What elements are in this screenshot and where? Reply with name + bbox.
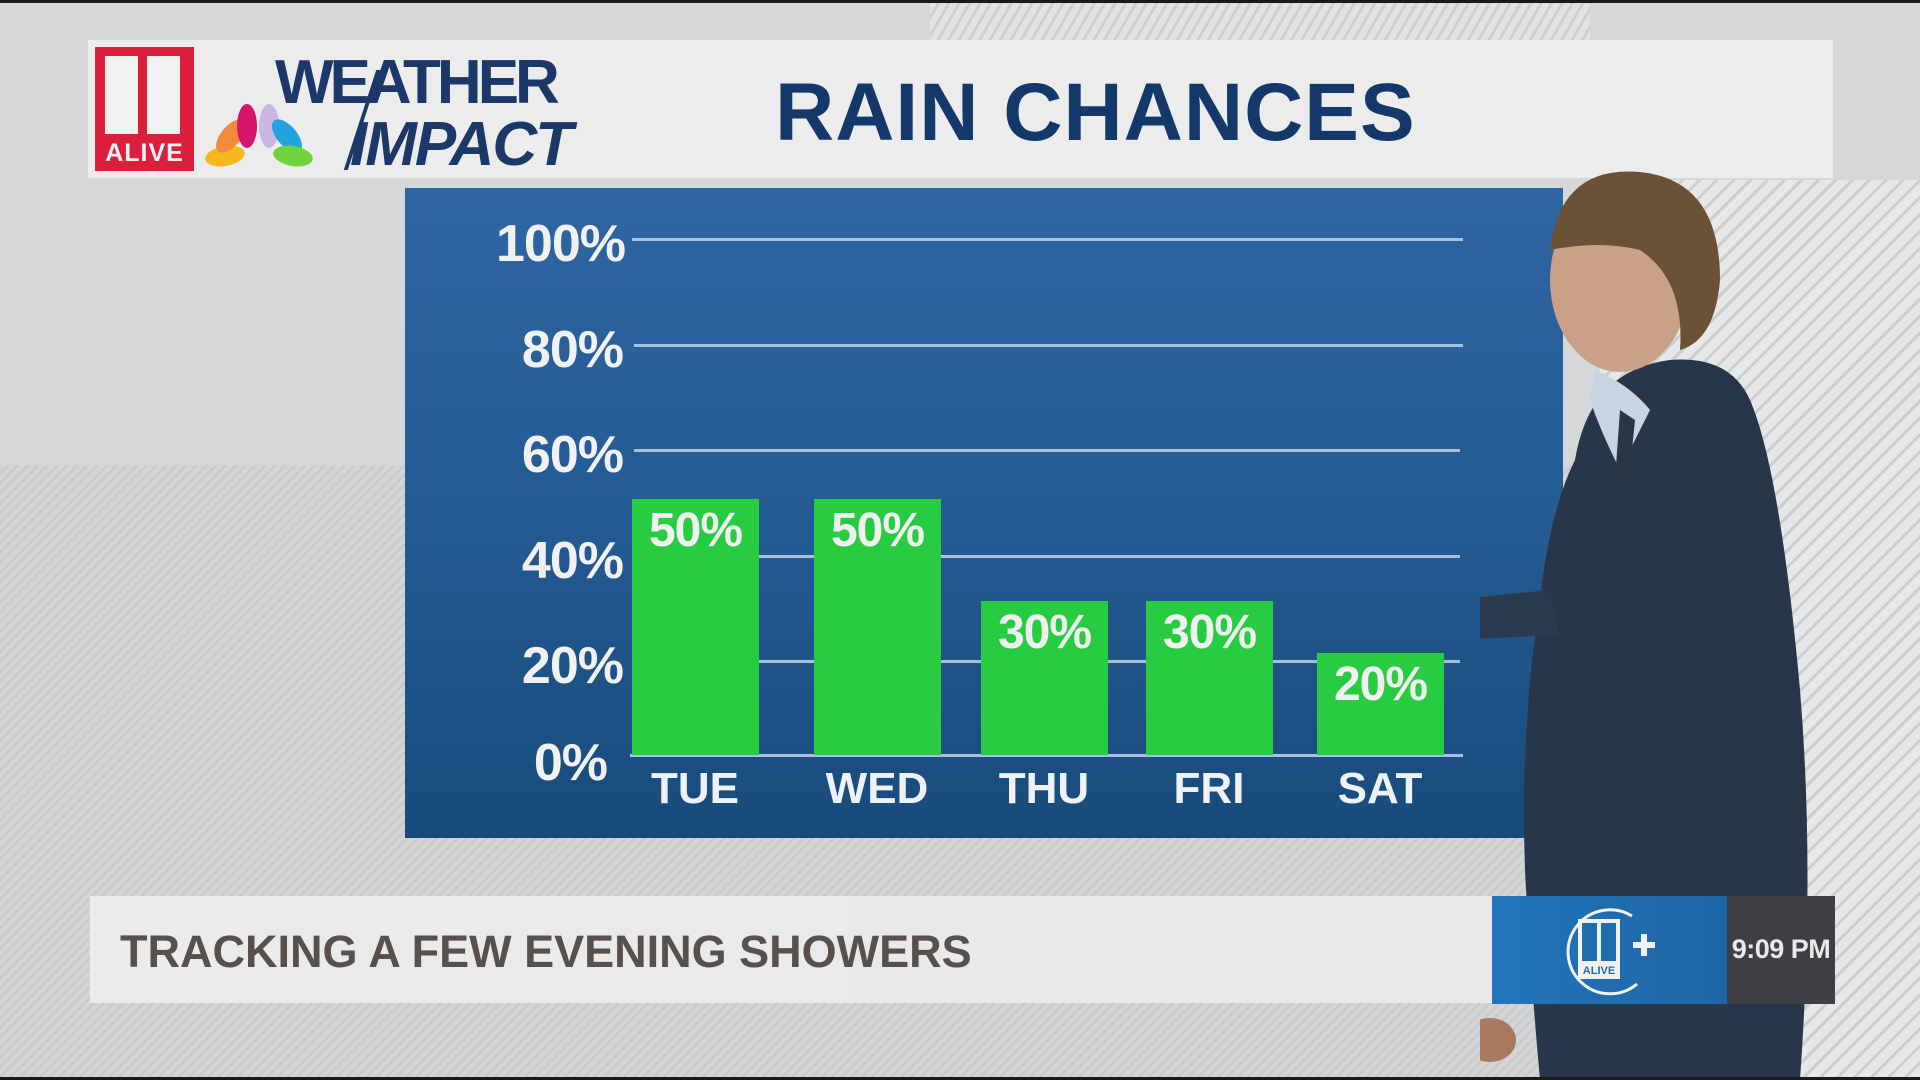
y-tick-label: 40%	[521, 532, 624, 590]
brand-impact: IMPACT	[350, 110, 573, 179]
x-tick-label-thu: THU	[998, 764, 1090, 813]
y-tick-label: 60%	[521, 426, 624, 484]
chart-panel: 100% 80% 60% 40% 20% 0% 50% 50% 30% 30% …	[405, 188, 1563, 838]
y-tick-label: 100%	[496, 215, 626, 273]
gridline-80	[634, 344, 1463, 347]
bar-wed: 50%	[814, 499, 941, 755]
bottom-border	[0, 1077, 1920, 1080]
nbc-peacock-icon	[205, 104, 313, 167]
bar-value-label: 50%	[648, 504, 743, 557]
bug-time-area	[1727, 896, 1835, 1004]
x-tick-label-sat: SAT	[1337, 764, 1423, 813]
page-title: RAIN CHANCES	[775, 67, 1416, 158]
gridline-40	[634, 555, 1460, 558]
x-tick-label-fri: FRI	[1173, 764, 1245, 813]
x-tick-label-tue: TUE	[651, 764, 739, 813]
bug-logo-area	[1492, 896, 1727, 1004]
gridline-100	[632, 238, 1463, 241]
bar-tue: 50%	[632, 499, 759, 755]
bar-value-label: 50%	[830, 504, 925, 557]
lower-third-ticker: TRACKING A FEW EVENING SHOWERS	[90, 896, 1492, 1003]
y-tick-label: 0%	[533, 734, 608, 792]
ticker-headline: TRACKING A FEW EVENING SHOWERS	[120, 926, 972, 977]
weather-impact-logo: WEATHER IMPACT	[275, 52, 635, 177]
11-logo-icon-left	[105, 56, 138, 134]
gridline-60	[634, 449, 1460, 452]
clock-time: 9:09 PM	[1731, 934, 1831, 964]
11alive-plus-icon: ALIVE	[1566, 908, 1655, 996]
header-band	[88, 40, 1833, 178]
11-logo-icon-right	[147, 56, 180, 134]
bar-value-label: 30%	[1162, 606, 1257, 659]
top-border	[0, 0, 1920, 3]
station-logo-11-alive: ALIVE	[95, 47, 194, 171]
baseline-0	[630, 754, 1463, 757]
y-tick-label: 80%	[521, 321, 624, 379]
station-bug: ALIVE 9:09 PM	[1492, 896, 1835, 1004]
y-tick-label: 20%	[521, 637, 624, 695]
bar-value-label: 20%	[1333, 658, 1428, 711]
bar-thu: 30%	[981, 601, 1108, 755]
background-stripes-top	[930, 3, 1590, 40]
svg-text:ALIVE: ALIVE	[1583, 965, 1615, 977]
station-logo-text: ALIVE	[105, 139, 184, 167]
bar-value-label: 30%	[997, 606, 1092, 659]
bar-fri: 30%	[1146, 601, 1273, 755]
brand-weather: WEATHER	[275, 48, 560, 117]
bar-sat: 20%	[1317, 653, 1444, 755]
x-tick-label-wed: WED	[825, 764, 929, 813]
